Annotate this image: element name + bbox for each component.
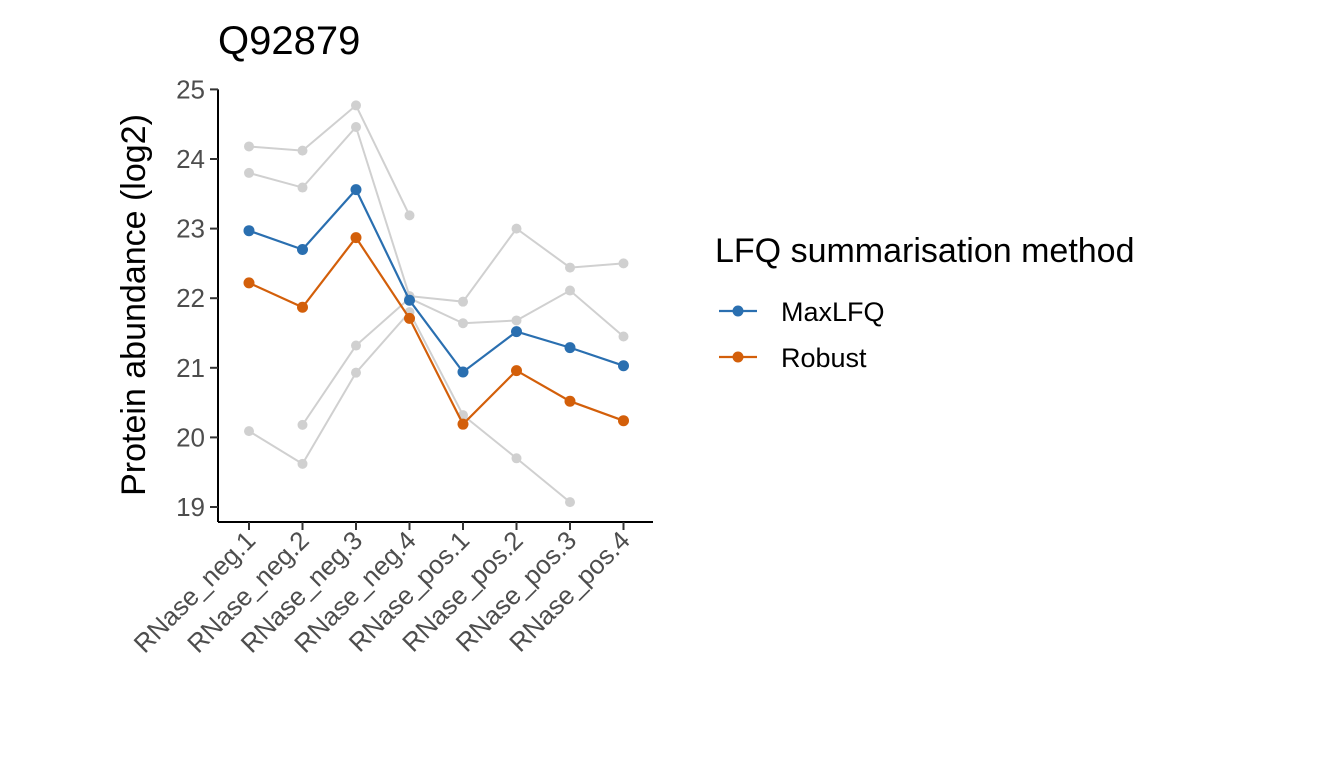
background-series-point <box>297 145 308 156</box>
axes: 19202122232425RNase_neg.1RNase_neg.2RNas… <box>128 74 653 659</box>
background-series-point <box>244 167 254 178</box>
plot-area <box>243 100 629 508</box>
background-series-line <box>248 124 624 303</box>
series-point-maxlfq <box>564 342 576 354</box>
background-series-point <box>351 340 361 351</box>
background-series-point <box>565 497 575 508</box>
series-point-robust <box>457 418 469 430</box>
y-tick-label: 21 <box>176 353 205 383</box>
background-series-point <box>458 318 468 329</box>
chart-title: Q92879 <box>218 19 360 63</box>
background-series-point <box>297 182 308 193</box>
series-point-maxlfq <box>457 366 469 378</box>
background-series-point <box>565 262 575 273</box>
background-series-point <box>618 331 629 342</box>
series-point-robust <box>350 232 362 244</box>
series-line-robust <box>248 235 624 427</box>
legend-label-maxlfq: MaxLFQ <box>781 297 885 327</box>
series-point-robust <box>511 365 522 377</box>
background-series-line <box>301 289 625 426</box>
series-point-maxlfq <box>404 294 415 306</box>
y-tick-label: 25 <box>176 74 205 104</box>
legend: LFQ summarisation method MaxLFQ Robust <box>715 232 1135 373</box>
background-series-point <box>351 367 361 378</box>
series-point-maxlfq <box>350 184 362 196</box>
background-series-point <box>297 458 308 469</box>
legend-label-robust: Robust <box>781 343 867 373</box>
background-series-point <box>511 315 522 326</box>
background-series-point <box>511 223 522 234</box>
series-point-robust <box>404 312 415 324</box>
y-tick-label: 20 <box>176 422 205 452</box>
background-series-point <box>351 100 361 111</box>
background-series-point <box>351 121 361 132</box>
background-series-point <box>618 258 629 269</box>
background-series-point <box>404 210 415 221</box>
y-tick-label: 23 <box>176 214 205 244</box>
y-axis-label: Protein abundance (log2) <box>115 114 153 496</box>
background-series-point <box>244 141 254 152</box>
background-series-line <box>248 310 571 503</box>
series-point-maxlfq <box>243 225 255 237</box>
background-series-line <box>248 103 411 216</box>
series-point-robust <box>297 301 308 313</box>
series-point-maxlfq <box>297 243 308 255</box>
series-point-maxlfq <box>618 360 629 372</box>
background-series-point <box>297 419 308 430</box>
background-series-point <box>565 285 575 296</box>
series-point-robust <box>243 277 255 289</box>
background-series-point <box>244 426 254 437</box>
series-point-maxlfq <box>511 326 522 338</box>
y-tick-label: 22 <box>176 283 205 313</box>
y-tick-label: 19 <box>176 492 205 522</box>
legend-point-maxlfq <box>732 305 744 317</box>
series-point-robust <box>618 415 629 427</box>
background-series-point <box>458 296 468 307</box>
y-tick-label: 24 <box>176 144 205 174</box>
series-line-maxlfq <box>248 187 624 374</box>
background-series-point <box>511 453 522 464</box>
legend-point-robust <box>732 351 744 363</box>
legend-title: LFQ summarisation method <box>715 232 1135 270</box>
series-point-robust <box>564 395 576 407</box>
